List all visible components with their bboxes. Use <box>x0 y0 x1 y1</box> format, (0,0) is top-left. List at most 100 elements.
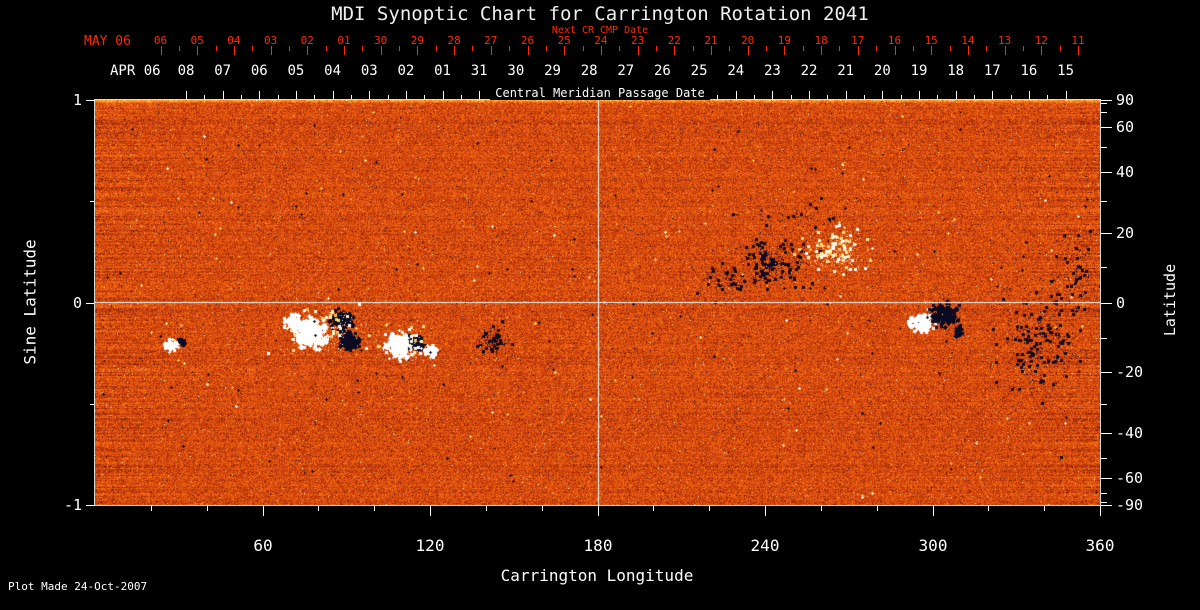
longitude-tick-label: 180 <box>583 536 613 555</box>
next-cr-minor-tick <box>509 46 511 51</box>
sine-lat-minor-tick <box>90 201 94 202</box>
cmp-minor-tick <box>717 95 719 99</box>
cmp-day-label: 24 <box>727 63 745 79</box>
chart-title: MDI Synoptic Chart for Carrington Rotati… <box>331 3 869 25</box>
cmp-tick <box>1065 91 1067 99</box>
longitude-minor-tick <box>318 506 319 511</box>
next-cr-minor-tick <box>912 46 914 51</box>
cmp-minor-tick <box>864 95 866 99</box>
sine-lat-tick <box>86 505 94 506</box>
next-cr-tick <box>417 46 419 55</box>
next-cr-tick <box>967 46 969 55</box>
cmp-day-label: 15 <box>1057 63 1075 79</box>
next-cr-tick <box>637 46 639 55</box>
longitude-tick-label: 60 <box>253 536 273 555</box>
next-cr-minor-tick <box>252 46 254 51</box>
sine-latitude-axis-title: Sine Latitude <box>20 239 40 365</box>
longitude-minor-tick <box>151 506 152 511</box>
next-cr-cmp-date-label: Next CR CMP Date <box>551 25 649 36</box>
cmp-day-label: 27 <box>617 63 635 79</box>
longitude-minor-tick <box>653 506 654 511</box>
next-cr-tick <box>270 46 272 55</box>
next-cr-day-label: 22 <box>667 34 681 47</box>
next-cr-day-label: 15 <box>924 34 938 47</box>
longitude-minor-tick <box>821 506 822 511</box>
cmp-minor-tick <box>240 95 242 99</box>
next-cr-minor-tick <box>766 46 768 51</box>
next-cr-day-label: 05 <box>190 34 204 47</box>
next-cr-minor-tick <box>472 46 474 51</box>
latitude-tick <box>1101 172 1112 173</box>
cmp-day-label: 03 <box>360 63 378 79</box>
latitude-tick <box>1101 372 1112 373</box>
cmp-minor-tick <box>314 95 316 99</box>
cmp-tick <box>259 91 261 99</box>
next-cr-day-label: 06 <box>153 34 168 47</box>
latitude-tick-label: 60 <box>1116 118 1135 136</box>
cmp-month-label: APR 06 <box>110 63 161 79</box>
latitude-tick-label: -90 <box>1116 496 1144 514</box>
plot-made-caption: Plot Made 24-Oct-2007 <box>8 580 148 593</box>
cmp-minor-tick <box>277 95 279 99</box>
cmp-axis-label: Central Meridian Passage Date <box>490 86 710 100</box>
next-cr-minor-tick <box>288 46 290 51</box>
cmp-minor-tick <box>937 95 939 99</box>
next-cr-day-label: 25 <box>557 34 571 47</box>
next-cr-day-label: 03 <box>263 34 278 47</box>
latitude-tick-label: 90 <box>1116 91 1135 109</box>
next-cr-day-label: 24 <box>594 34 608 47</box>
latitude-minor-tick <box>1101 147 1107 148</box>
carrington-longitude-axis-title: Carrington Longitude <box>500 566 694 585</box>
longitude-tick-label: 300 <box>918 536 948 555</box>
next-cr-tick <box>307 46 309 55</box>
cmp-day-label: 08 <box>177 63 195 79</box>
next-cr-tick <box>857 46 859 55</box>
cmp-tick <box>772 91 774 99</box>
next-cr-minor-tick <box>986 46 988 51</box>
cmp-day-label: 22 <box>800 63 818 79</box>
cmp-minor-tick <box>900 95 902 99</box>
next-cr-day-label: 04 <box>227 34 241 47</box>
longitude-minor-tick <box>486 506 487 511</box>
next-cr-tick <box>931 46 933 55</box>
cmp-tick <box>882 91 884 99</box>
sine-lat-minor-tick <box>90 404 94 405</box>
latitude-minor-tick <box>1101 404 1107 405</box>
next-cr-day-label: 17 <box>851 34 865 47</box>
latitude-minor-tick <box>1101 112 1107 113</box>
longitude-minor-tick <box>1044 506 1045 511</box>
cmp-day-label: 04 <box>324 63 342 79</box>
cmp-tick <box>295 91 297 99</box>
latitude-tick-label: -40 <box>1116 424 1144 442</box>
next-cr-minor-tick <box>435 46 437 51</box>
longitude-minor-tick <box>988 506 989 511</box>
cmp-tick <box>332 91 334 99</box>
next-cr-minor-tick <box>582 46 584 51</box>
longitude-tick <box>933 506 934 516</box>
cmp-minor-tick <box>1047 95 1049 99</box>
latitude-minor-tick <box>1101 502 1107 503</box>
next-cr-day-label: 21 <box>704 34 718 47</box>
latitude-tick-label: -60 <box>1116 469 1144 487</box>
next-cr-minor-tick <box>362 46 364 51</box>
cmp-minor-tick <box>790 95 792 99</box>
cmp-tick <box>809 91 811 99</box>
longitude-minor-tick <box>542 506 543 511</box>
cmp-day-label: 07 <box>214 63 232 79</box>
next-cr-minor-tick <box>178 46 180 51</box>
longitude-tick <box>430 506 431 516</box>
sine-lat-tick <box>86 303 94 304</box>
longitude-minor-tick <box>207 506 208 511</box>
latitude-tick-label: 40 <box>1116 163 1135 181</box>
next-cr-tick <box>233 46 235 55</box>
latitude-tick-label: 0 <box>1116 294 1126 312</box>
next-cr-minor-tick <box>655 46 657 51</box>
cmp-tick <box>845 91 847 99</box>
cmp-minor-tick <box>1010 95 1012 99</box>
latitude-tick <box>1101 233 1112 234</box>
longitude-tick-label: 360 <box>1085 536 1115 555</box>
next-cr-minor-tick <box>1059 46 1061 51</box>
next-cr-tick <box>674 46 676 55</box>
cmp-tick <box>405 91 407 99</box>
latitude-minor-tick <box>1101 338 1107 339</box>
